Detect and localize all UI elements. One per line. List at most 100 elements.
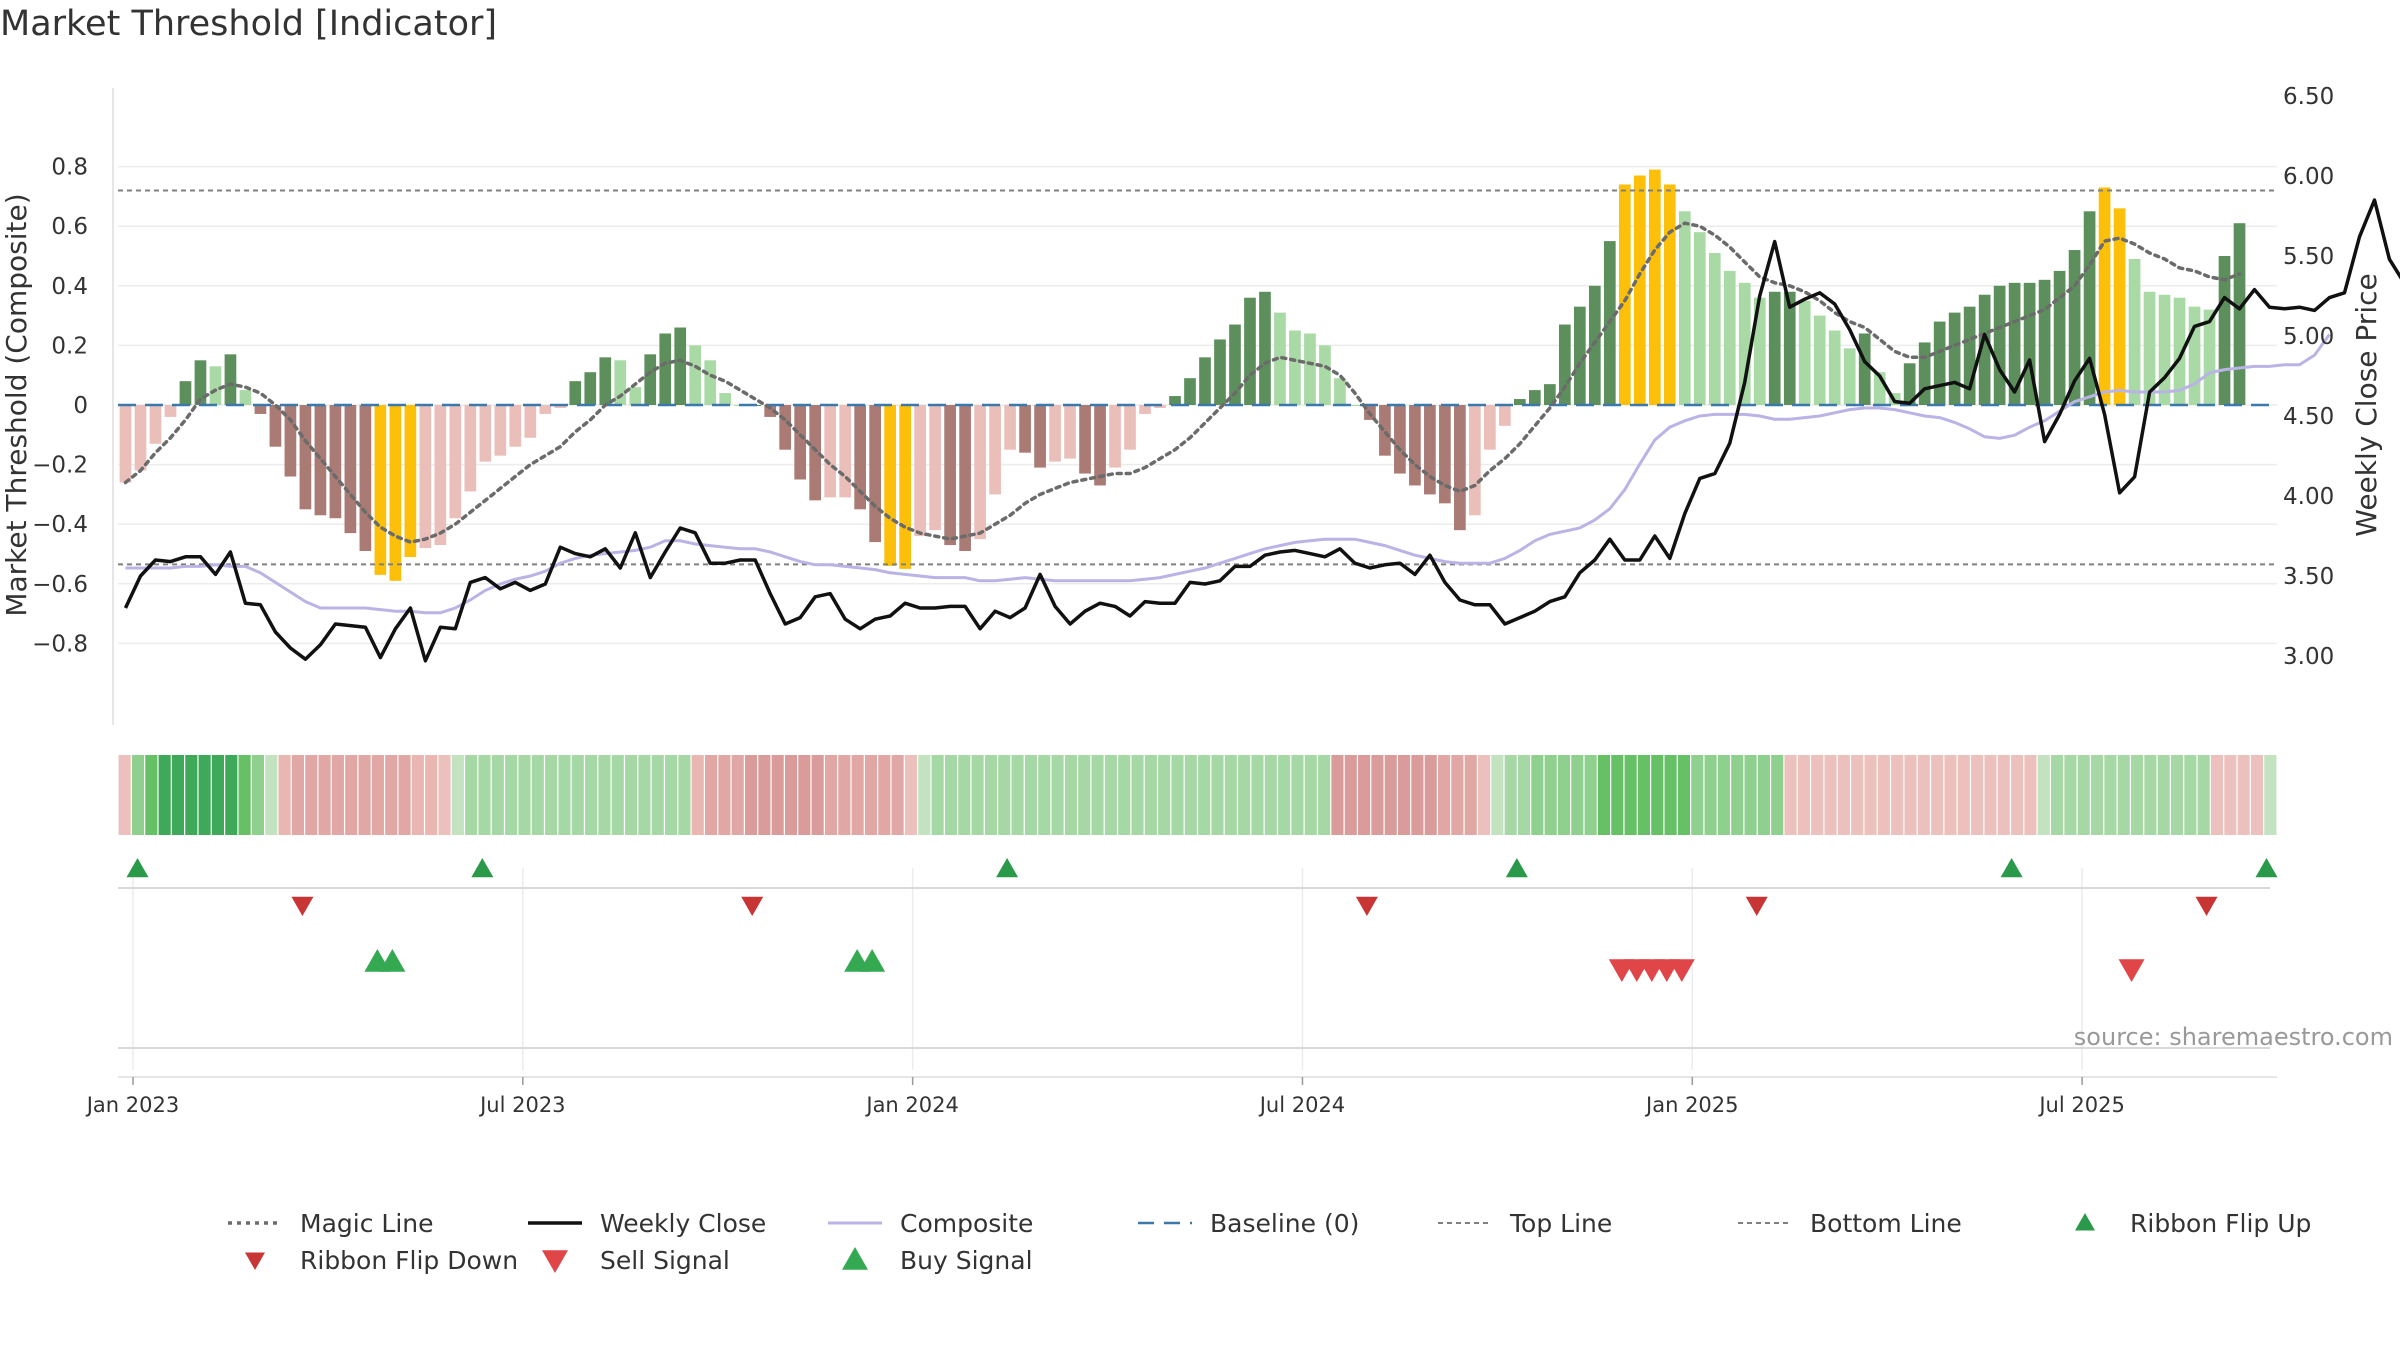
composite-bar [1588, 285, 1601, 405]
composite-bar [194, 360, 207, 405]
composite-bar [854, 405, 867, 510]
ribbon-cell [1624, 755, 1637, 835]
ribbon-cell [1744, 755, 1757, 835]
composite-bar [1768, 291, 1781, 405]
y-tick-label-left: −0.6 [32, 572, 88, 598]
composite-bar [1169, 396, 1181, 405]
ribbon-cell [1771, 755, 1784, 835]
ribbon-cell [864, 755, 878, 835]
composite-bar [1484, 405, 1496, 450]
composite-bar [914, 405, 926, 537]
ribbon-cell [518, 755, 531, 835]
ribbon-cell [1904, 755, 1917, 835]
ribbon-cell [944, 755, 958, 835]
y-tick-label-left: 0.4 [51, 274, 88, 300]
ribbon-cell [171, 755, 185, 835]
y-tick-label-right: 4.50 [2283, 404, 2334, 430]
ribbon-cell [1811, 755, 1824, 835]
composite-bar [629, 387, 642, 405]
x-tick-label: Jul 2024 [1258, 1093, 1345, 1117]
ribbon-cell [331, 755, 344, 835]
ribbon-cell [1984, 755, 1997, 835]
ribbon-cell [904, 755, 918, 835]
composite-bar [974, 405, 986, 540]
ribbon-cell [651, 755, 664, 835]
ribbon-cell [1184, 755, 1197, 835]
ribbon-cell [2237, 755, 2250, 835]
ribbon-cell [131, 755, 145, 835]
ribbon-cell [1024, 755, 1037, 835]
ribbon-cell [2157, 755, 2170, 835]
composite-bar [1963, 306, 1976, 405]
ribbon-cell [1864, 755, 1877, 835]
ribbon-flip-down-marker [2195, 896, 2218, 916]
composite-bar [404, 405, 417, 557]
ribbon-cell [984, 755, 997, 835]
composite-bar [1184, 378, 1196, 405]
composite-bar [1798, 300, 1811, 405]
composite-bar [1633, 175, 1646, 405]
ribbon-cell [225, 755, 238, 835]
ribbon-cell [211, 755, 225, 835]
y-tick-label-right: 5.50 [2283, 244, 2334, 270]
ribbon-cell [1997, 755, 2010, 835]
x-tick-label: Jan 2025 [1644, 1093, 1739, 1117]
ribbon-cell [1424, 755, 1437, 835]
composite-bar [1813, 315, 1826, 405]
y-axis-label-right: Weekly Close Price [2350, 273, 2383, 536]
ribbon-cell [1344, 755, 1357, 835]
composite-bar [944, 405, 956, 546]
ribbon-cell [878, 755, 891, 835]
legend-symbol-magic [228, 1221, 282, 1225]
ribbon-flip-down-marker [1745, 896, 1768, 916]
composite-bar [1693, 232, 1706, 405]
ribbon-cell [1331, 755, 1344, 835]
ribbon-cell [1291, 755, 1304, 835]
composite-bar [1993, 285, 2006, 405]
x-tick-label: Jul 2025 [2037, 1093, 2124, 1117]
composite-bar [959, 405, 971, 552]
ribbon-cell [1038, 755, 1051, 835]
legend: Magic Line Weekly Close Composite Baseline … [220, 1205, 2320, 1305]
ribbon-cell [265, 755, 278, 835]
composite-bar [1019, 405, 1031, 453]
ribbon-cell [625, 755, 638, 835]
ribbon-cell [1571, 755, 1584, 835]
ribbon-cell [824, 755, 838, 835]
composite-bar [1723, 270, 1736, 405]
ribbon-flip-up-marker [2255, 858, 2278, 878]
composite-bar [1708, 253, 1721, 405]
composite-bar [1214, 339, 1226, 405]
composite-bar [299, 405, 312, 510]
composite-bar [1139, 405, 1151, 414]
ribbon-cell [2104, 755, 2117, 835]
ribbon-cell [1064, 755, 1077, 835]
composite-bar [254, 405, 267, 414]
legend-item-bottom: Bottom Line [1730, 1205, 1962, 1241]
composite-bar [1454, 405, 1466, 531]
ribbon-cell [1251, 755, 1264, 835]
ribbon-flip-down-marker [1355, 896, 1378, 916]
x-tick-label: Jan 2024 [864, 1093, 959, 1117]
ribbon-cell [1051, 755, 1064, 835]
legend-item-buy: Buy Signal [820, 1242, 1033, 1278]
legend-label: Ribbon Flip Down [300, 1245, 519, 1275]
composite-bar [809, 405, 822, 501]
composite-bar [1873, 372, 1886, 405]
buy-signal-marker [379, 949, 406, 972]
legend-label: Composite [900, 1208, 1034, 1238]
composite-bar [1978, 294, 1991, 405]
ribbon-cell [505, 755, 518, 835]
signal-markers [118, 858, 2278, 1078]
ribbon-cell [1131, 755, 1144, 835]
composite-bar [1558, 324, 1571, 405]
ribbon-cell [678, 755, 691, 835]
x-tick-label: Jan 2023 [85, 1093, 180, 1117]
composite-bar [149, 405, 162, 444]
ribbon-cell [1517, 755, 1531, 835]
ribbon-flip-up-marker [1505, 858, 1528, 878]
ribbon-cell [478, 755, 491, 835]
composite-bar [1334, 378, 1346, 405]
y-tick-label-right: 3.00 [2283, 644, 2334, 670]
